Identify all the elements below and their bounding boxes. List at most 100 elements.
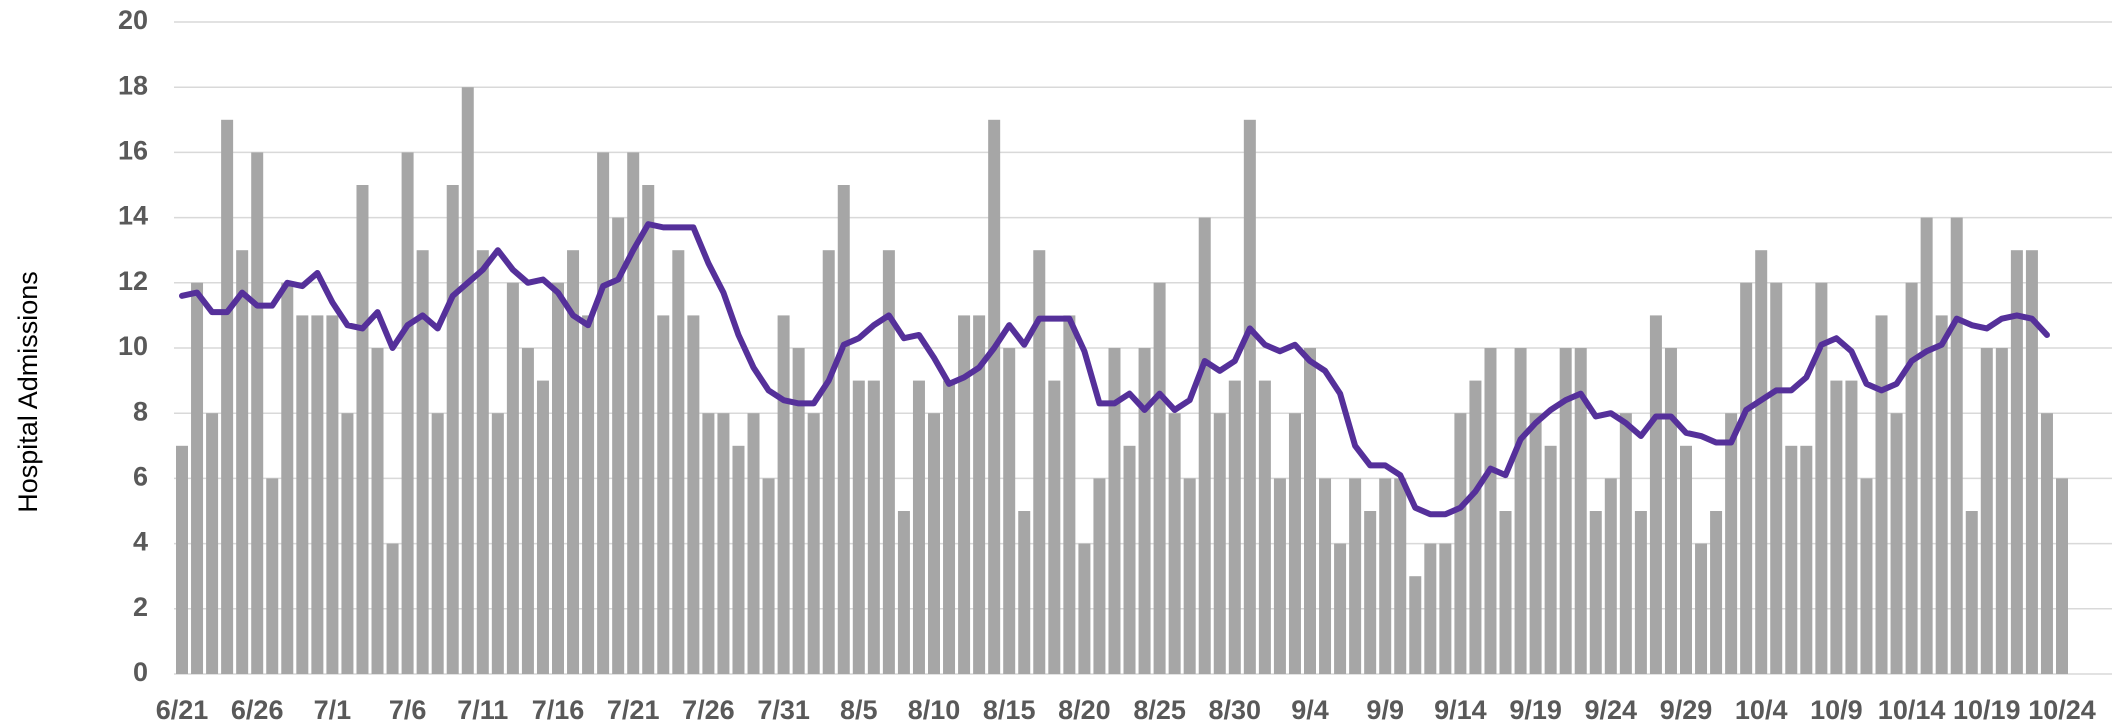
bar [747,413,760,674]
bar [702,413,715,674]
bar [1469,380,1482,674]
bar [1349,478,1362,674]
bar [1529,413,1542,674]
bar [1995,348,2008,674]
bar [2025,250,2038,674]
bar [958,315,971,674]
bar [928,413,940,674]
bar [717,413,730,674]
bar [1965,511,1978,674]
bar [326,315,339,674]
bar [1604,478,1617,674]
bar [416,250,429,674]
y-tick-label: 12 [118,266,148,296]
bar [1574,348,1587,674]
bar [807,413,820,674]
bar [1499,511,1512,674]
y-tick-label: 2 [133,592,148,622]
x-tick-label: 9/24 [1585,695,1638,725]
bar [491,413,504,674]
bar [506,282,519,674]
bar [1304,348,1316,674]
bar [1935,315,1948,674]
bar [943,380,956,674]
bar [1454,413,1467,674]
bar [1334,543,1347,674]
x-tick-label: 10/14 [1878,695,1946,725]
y-tick-label: 16 [118,136,148,166]
bar [1379,478,1392,674]
bar [2040,413,2053,674]
bar [266,478,279,674]
bar [1815,282,1828,674]
bar [612,217,625,674]
bar [1830,380,1843,674]
bar [446,185,459,674]
x-tick-label: 7/1 [314,695,352,725]
y-tick-label: 8 [133,396,148,426]
x-tick-label: 7/31 [757,695,810,725]
bar [672,250,685,674]
bar [176,445,188,674]
bar [1078,543,1091,674]
bar [627,152,640,674]
bar [777,315,790,674]
bar [1664,348,1677,674]
y-tick-label: 0 [133,657,148,687]
bar [1514,348,1527,674]
y-tick-label: 18 [118,70,148,100]
bar [1394,478,1407,674]
y-tick-label: 14 [118,201,148,231]
x-tick-label: 6/21 [156,695,209,725]
x-tick-label: 8/15 [983,695,1036,725]
bar [1589,511,1602,674]
bar [687,315,700,674]
x-tick-label: 7/16 [532,695,585,725]
bar [1634,511,1647,674]
x-tick-label: 7/21 [607,695,660,725]
x-tick-label: 7/26 [682,695,735,725]
bar [582,315,595,674]
bar [762,478,775,674]
bar [897,511,910,674]
bar [1003,348,1016,674]
bar [1108,348,1121,674]
bar [1559,348,1572,674]
bar [1544,445,1557,674]
bar [1288,413,1301,674]
line [179,221,2050,518]
x-tick-label: 7/11 [457,695,508,725]
bar [1905,282,1918,674]
bar [867,380,880,674]
bar [1800,445,1813,674]
bar [521,348,534,674]
bar [1424,543,1437,674]
bar [642,185,655,674]
bar [1619,413,1632,674]
bar [1770,282,1783,674]
bar [732,445,745,674]
bar [792,348,805,674]
y-tick-label: 6 [133,462,148,492]
bar [386,543,399,674]
bar [206,413,219,674]
bar [597,152,610,674]
bar [1860,478,1873,674]
bar [431,413,444,674]
bar [882,250,895,674]
x-tick-label: 8/30 [1209,695,1262,725]
bar [536,380,549,674]
bar [912,380,925,674]
y-tick-label: 4 [133,527,148,557]
x-tick-label: 8/25 [1133,695,1186,725]
bar [281,282,294,674]
bar [2056,478,2068,674]
x-tick-label: 9/19 [1509,695,1562,725]
bar [1649,315,1662,674]
x-tick-label: 9/29 [1660,695,1713,725]
bar [221,119,234,675]
x-tick-label: 9/9 [1366,695,1404,725]
bar [1033,250,1046,674]
bar [988,119,1001,675]
